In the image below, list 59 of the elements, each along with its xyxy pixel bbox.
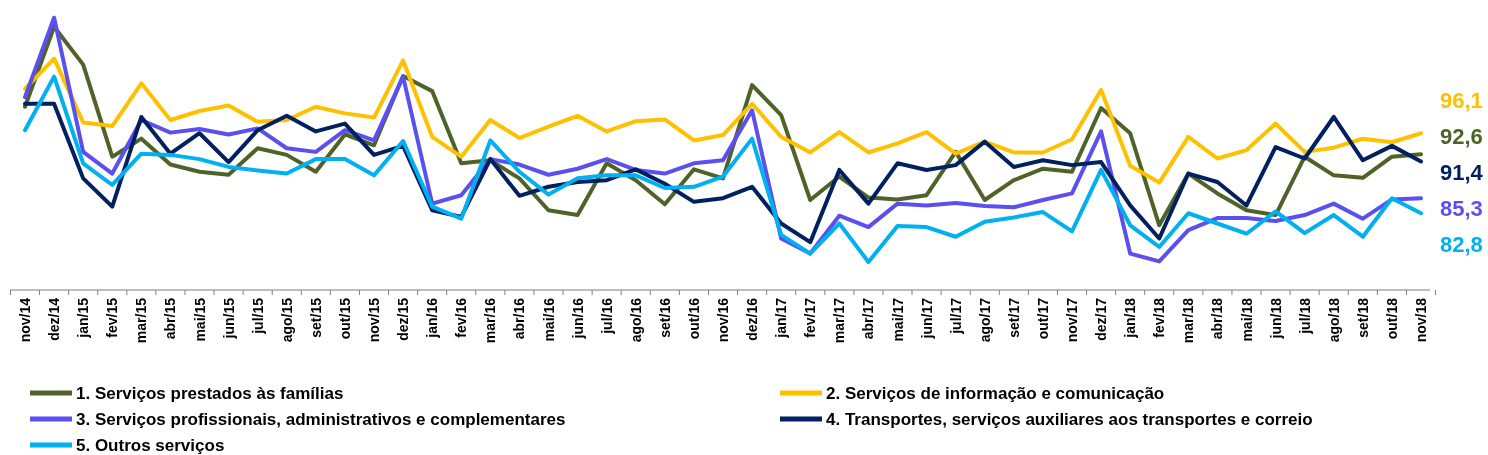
x-tick-label: set/18 — [1354, 297, 1371, 338]
x-tick-label: mai/18 — [1238, 297, 1255, 342]
x-tick-label: abr/16 — [511, 297, 528, 340]
x-tick-label: abr/17 — [860, 297, 877, 340]
x-tick-label: jun/16 — [569, 297, 586, 340]
x-tick-label: out/16 — [685, 297, 702, 340]
x-tick-label: jun/17 — [918, 297, 935, 340]
x-tick-label: mai/17 — [889, 297, 906, 342]
x-tick-label: nov/16 — [715, 297, 731, 343]
x-tick-label: jun/15 — [220, 297, 237, 340]
x-tick-label: fev/17 — [802, 297, 819, 338]
x-tick-label: set/16 — [656, 297, 673, 338]
legend-label: 1. Serviços prestados às famílias — [76, 384, 344, 403]
x-tick-label: ago/18 — [1325, 297, 1342, 343]
x-tick-label: dez/15 — [395, 297, 412, 341]
x-tick-label: nov/15 — [366, 297, 382, 343]
x-tick-label: jun/18 — [1267, 297, 1284, 340]
x-tick-label: mai/16 — [540, 297, 557, 342]
x-tick-label: nov/18 — [1413, 297, 1429, 343]
x-tick-label: jul/16 — [598, 297, 615, 335]
x-tick-label: abr/18 — [1209, 297, 1226, 340]
x-tick-label: mar/16 — [482, 297, 499, 344]
x-tick-label: ago/17 — [976, 297, 993, 343]
x-tick-label: fev/16 — [453, 297, 470, 338]
x-tick-label: mar/15 — [133, 297, 150, 344]
x-tick-label: ago/16 — [627, 297, 644, 343]
legend-label: 3. Serviços profissionais, administrativos e complementares — [76, 410, 566, 429]
x-tick-label: nov/17 — [1064, 297, 1080, 343]
x-tick-label: mai/15 — [191, 297, 208, 342]
x-tick-label: ago/15 — [278, 297, 295, 343]
x-tick-label: out/17 — [1034, 297, 1051, 340]
x-tick-label: mar/17 — [831, 297, 848, 344]
x-tick-label: dez/17 — [1093, 297, 1110, 341]
x-tick-label: nov/14 — [17, 297, 33, 343]
x-tick-label: mar/18 — [1180, 297, 1197, 344]
x-tick-label: jul/17 — [947, 297, 964, 335]
data-label: 82,8 — [1440, 232, 1483, 258]
x-tick-label: fev/15 — [104, 297, 121, 338]
x-tick-label: jan/16 — [424, 297, 441, 339]
x-tick-label: abr/15 — [162, 297, 179, 340]
x-tick-label: jul/15 — [249, 297, 266, 335]
x-tick-label: out/18 — [1383, 297, 1400, 340]
x-tick-label: jan/18 — [1122, 297, 1139, 339]
x-tick-label: jan/15 — [75, 297, 92, 339]
data-label: 92,6 — [1440, 124, 1483, 150]
x-tick-label: dez/16 — [744, 297, 761, 341]
x-tick-label: set/15 — [307, 297, 324, 338]
x-tick-label: set/17 — [1005, 297, 1022, 338]
x-tick-label: dez/14 — [46, 297, 63, 341]
x-tick-label: fev/18 — [1151, 297, 1168, 338]
data-label: 91,4 — [1440, 160, 1484, 186]
data-label: 96,1 — [1440, 88, 1483, 114]
x-tick-label: jan/17 — [773, 297, 790, 339]
x-tick-label: jul/18 — [1296, 297, 1313, 335]
data-label: 85,3 — [1440, 196, 1483, 222]
legend-label: 5. Outros serviços — [76, 436, 225, 455]
x-tick-label: out/15 — [336, 297, 353, 340]
legend-label: 4. Transportes, serviços auxiliares aos transportes e correio — [826, 410, 1313, 429]
legend-label: 2. Serviços de informação e comunicação — [826, 384, 1165, 403]
